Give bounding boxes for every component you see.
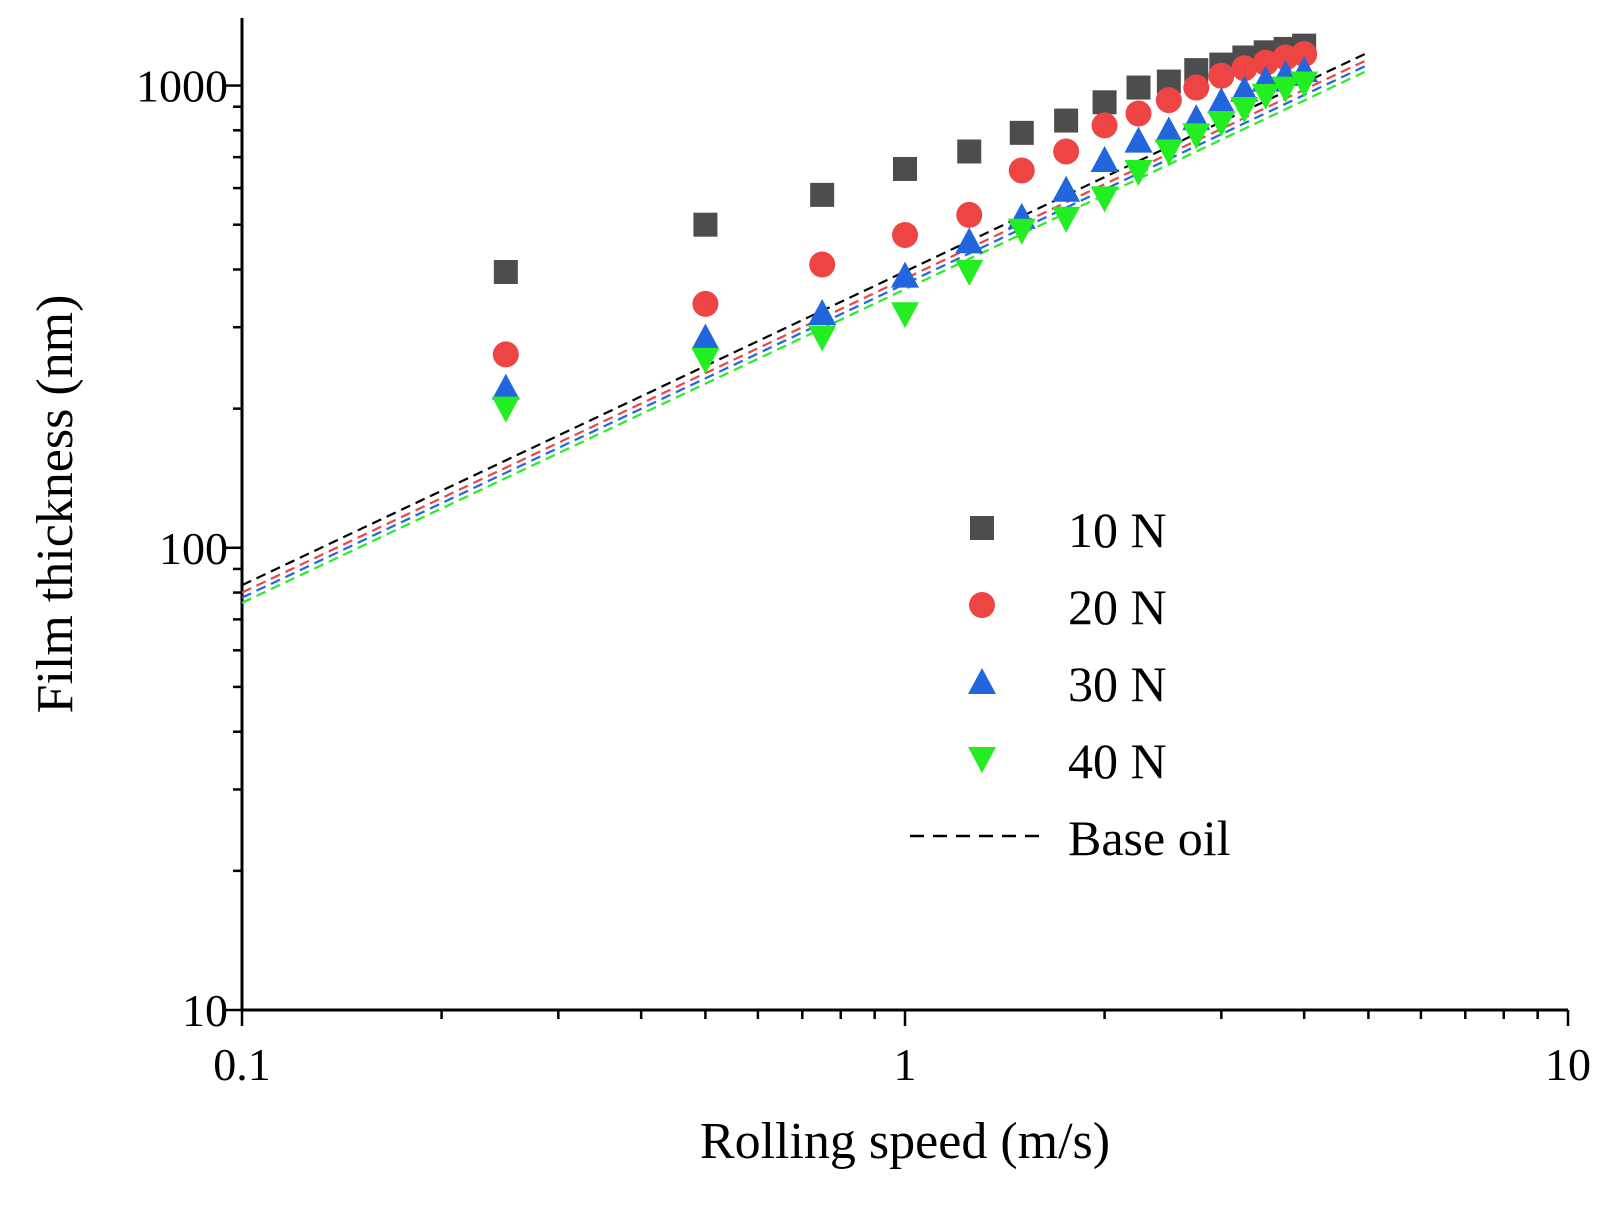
data-point — [1124, 160, 1153, 187]
x-tick-label: 0.1 — [213, 1039, 271, 1090]
data-point — [955, 227, 984, 254]
legend: 10 N 20 N 30 N 40 N Base oil — [910, 502, 1230, 866]
data-point — [808, 325, 837, 352]
legend-marker — [968, 668, 996, 694]
series-40-n — [491, 71, 1319, 423]
series-20-n — [492, 41, 1318, 368]
data-point — [891, 261, 919, 288]
data-point — [1054, 108, 1079, 133]
data-point — [1124, 126, 1153, 153]
data-point — [892, 221, 918, 248]
data-point — [1182, 123, 1211, 150]
data-point — [493, 260, 518, 285]
legend-label: Base oil — [1068, 810, 1230, 866]
data-point — [809, 251, 836, 278]
plot-area: 0.1 1 10 10 100 1000 — [136, 18, 1591, 1090]
data-point — [1091, 112, 1118, 139]
data-point — [1090, 146, 1119, 173]
y-axis-ticks: 10 100 1000 — [136, 61, 242, 1036]
x-axis-ticks: 0.1 1 10 — [213, 1010, 1591, 1090]
data-point — [1007, 218, 1036, 245]
data-point — [1154, 139, 1183, 166]
data-point — [1125, 100, 1152, 127]
data-markers — [491, 33, 1319, 423]
legend-item: 30 N — [968, 656, 1167, 712]
data-point — [891, 302, 919, 329]
data-point — [1290, 71, 1319, 98]
legend-label: 30 N — [1068, 656, 1167, 712]
data-point — [1251, 83, 1280, 110]
x-axis-title: Rolling speed (m/s) — [700, 1113, 1110, 1170]
legend-label: 20 N — [1068, 579, 1167, 635]
legend-marker — [969, 592, 995, 618]
data-point — [491, 396, 520, 423]
x-tick-label: 10 — [1545, 1039, 1591, 1090]
legend-label: 10 N — [1068, 502, 1167, 558]
data-point — [692, 290, 719, 317]
y-tick-label: 1000 — [136, 61, 228, 112]
x-tick-label: 1 — [894, 1039, 917, 1090]
data-point — [491, 373, 520, 400]
data-point — [1126, 75, 1151, 100]
data-point — [1207, 110, 1236, 137]
legend-marker — [968, 747, 996, 773]
data-point — [1154, 116, 1183, 143]
data-point — [808, 299, 837, 326]
data-point — [956, 201, 983, 228]
data-point — [810, 182, 835, 207]
y-tick-label: 10 — [182, 985, 228, 1036]
data-point — [1231, 55, 1258, 82]
legend-item: Base oil — [910, 810, 1230, 866]
data-point — [1092, 90, 1117, 115]
y-tick-label: 100 — [159, 523, 228, 574]
legend-label: 40 N — [1068, 733, 1167, 789]
base-oil-line — [241, 63, 1369, 599]
data-point — [1271, 76, 1300, 103]
legend-item: 10 N — [970, 502, 1167, 558]
data-point — [1230, 75, 1259, 102]
data-point — [957, 139, 982, 164]
data-point — [1008, 157, 1035, 184]
data-point — [1208, 62, 1235, 89]
data-point — [691, 323, 720, 350]
data-point — [1052, 175, 1081, 202]
data-point — [893, 156, 917, 181]
data-point — [693, 212, 718, 237]
data-point — [1291, 41, 1318, 68]
legend-item: 20 N — [969, 579, 1167, 635]
data-point — [1230, 96, 1259, 123]
data-point — [955, 260, 984, 287]
data-point — [492, 341, 519, 368]
data-point — [1183, 74, 1210, 101]
y-axis-title: Film thickness (nm) — [27, 295, 84, 714]
data-point — [1155, 87, 1182, 114]
legend-item: 40 N — [968, 733, 1167, 789]
base-oil-line — [241, 69, 1369, 604]
data-point — [1009, 120, 1034, 145]
data-point — [1052, 206, 1081, 233]
data-point — [1207, 87, 1236, 114]
legend-marker — [970, 516, 994, 540]
data-point — [1252, 49, 1279, 76]
data-point — [1090, 186, 1119, 213]
data-point — [1053, 138, 1080, 165]
data-point — [691, 347, 720, 374]
